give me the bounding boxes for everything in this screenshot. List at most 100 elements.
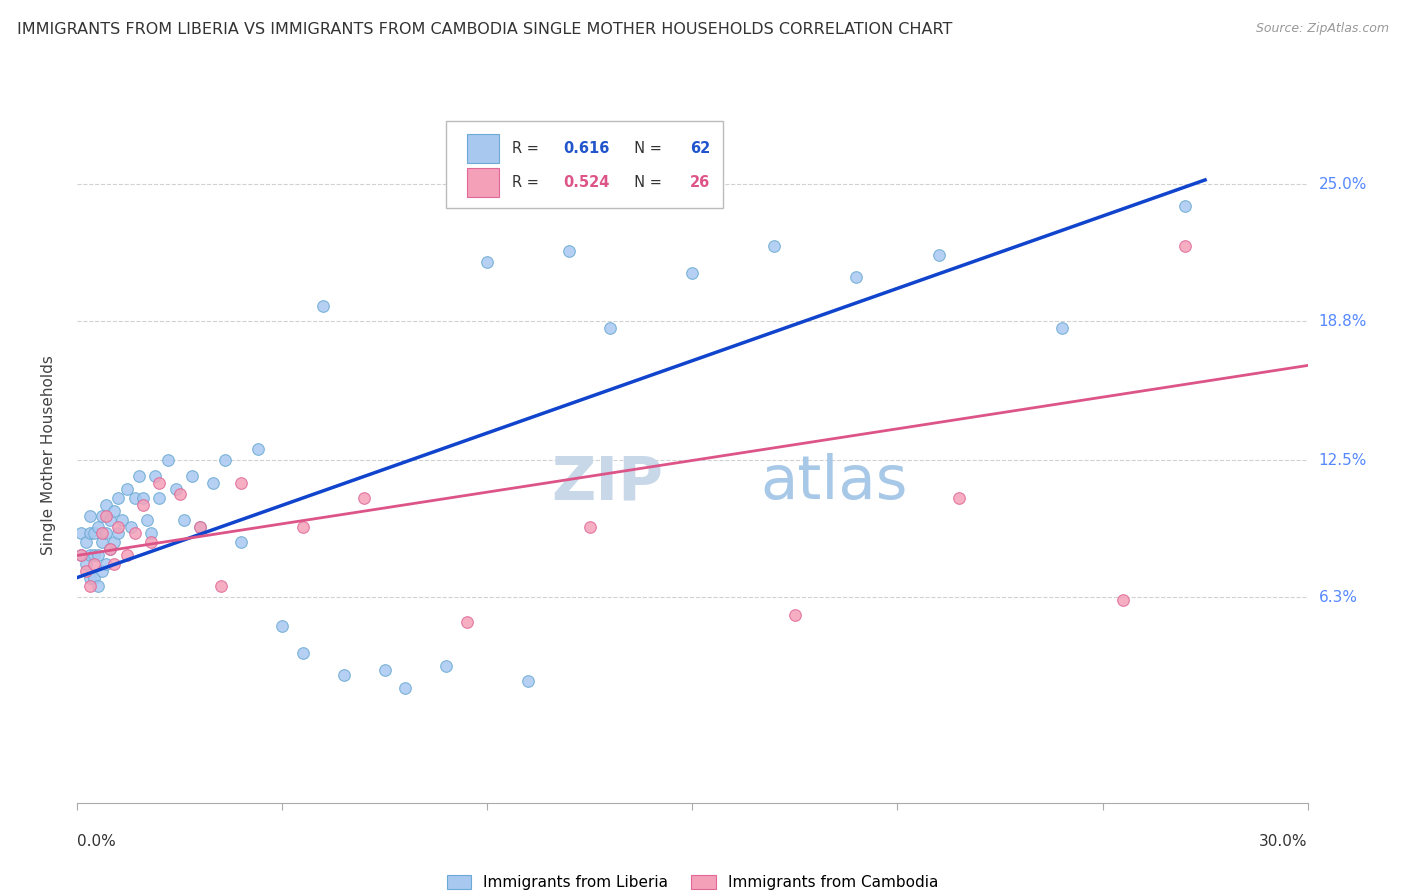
- Point: [107, 526, 129, 541]
- Point: [845, 270, 868, 285]
- Point: [115, 482, 138, 496]
- Point: [948, 491, 970, 505]
- Point: [928, 248, 950, 262]
- Point: [214, 453, 236, 467]
- Point: [333, 667, 356, 681]
- Point: [374, 663, 396, 677]
- Point: [79, 508, 101, 523]
- Point: [1174, 199, 1197, 213]
- Text: 0.616: 0.616: [564, 141, 610, 156]
- Point: [79, 579, 101, 593]
- Point: [83, 549, 105, 563]
- Point: [169, 486, 191, 500]
- Point: [394, 681, 416, 695]
- Point: [132, 498, 155, 512]
- Point: [107, 519, 129, 533]
- Point: [124, 526, 146, 541]
- Point: [87, 579, 110, 593]
- Point: [291, 519, 314, 533]
- Point: [1050, 321, 1073, 335]
- Point: [90, 526, 114, 541]
- Y-axis label: Single Mother Households: Single Mother Households: [42, 355, 56, 555]
- Point: [128, 469, 150, 483]
- Text: ZIP: ZIP: [551, 453, 664, 512]
- Bar: [467, 134, 499, 163]
- Point: [231, 535, 253, 549]
- Point: [83, 570, 105, 584]
- Point: [98, 541, 121, 556]
- Text: 6.3%: 6.3%: [1319, 590, 1358, 605]
- Point: [75, 535, 97, 549]
- Text: atlas: atlas: [761, 453, 908, 512]
- Text: N =: N =: [624, 176, 666, 190]
- Point: [79, 570, 101, 584]
- Point: [120, 519, 142, 533]
- Point: [558, 244, 581, 258]
- Point: [148, 491, 170, 505]
- Point: [579, 519, 602, 533]
- Point: [682, 266, 704, 280]
- Point: [1112, 592, 1135, 607]
- Point: [79, 549, 101, 563]
- Point: [136, 513, 159, 527]
- Point: [201, 475, 224, 490]
- Point: [173, 513, 195, 527]
- Point: [763, 239, 786, 253]
- Point: [98, 541, 121, 556]
- Point: [115, 549, 138, 563]
- Point: [181, 469, 204, 483]
- Text: R =: R =: [512, 141, 543, 156]
- Point: [599, 321, 621, 335]
- Point: [209, 579, 232, 593]
- Point: [83, 526, 105, 541]
- Point: [1174, 239, 1197, 253]
- Point: [90, 564, 114, 578]
- Point: [94, 498, 117, 512]
- Point: [103, 535, 125, 549]
- FancyBboxPatch shape: [447, 121, 723, 208]
- Point: [94, 508, 117, 523]
- Text: 30.0%: 30.0%: [1260, 834, 1308, 849]
- Text: 0.524: 0.524: [564, 176, 610, 190]
- Point: [94, 526, 117, 541]
- Point: [124, 491, 146, 505]
- Point: [436, 658, 458, 673]
- Text: IMMIGRANTS FROM LIBERIA VS IMMIGRANTS FROM CAMBODIA SINGLE MOTHER HOUSEHOLDS COR: IMMIGRANTS FROM LIBERIA VS IMMIGRANTS FR…: [17, 22, 952, 37]
- Text: Source: ZipAtlas.com: Source: ZipAtlas.com: [1256, 22, 1389, 36]
- Point: [132, 491, 155, 505]
- Point: [107, 491, 129, 505]
- Point: [103, 504, 125, 518]
- Point: [111, 513, 134, 527]
- Point: [148, 475, 170, 490]
- Point: [75, 558, 97, 572]
- Point: [98, 513, 121, 527]
- Text: 18.8%: 18.8%: [1319, 314, 1367, 329]
- Legend: Immigrants from Liberia, Immigrants from Cambodia: Immigrants from Liberia, Immigrants from…: [440, 869, 945, 892]
- Point: [103, 558, 125, 572]
- Point: [188, 519, 212, 533]
- Point: [312, 299, 335, 313]
- Point: [271, 619, 294, 633]
- Point: [291, 646, 314, 660]
- Point: [231, 475, 253, 490]
- Point: [83, 558, 105, 572]
- Point: [141, 535, 163, 549]
- Point: [165, 482, 187, 496]
- Point: [90, 535, 114, 549]
- Point: [783, 608, 806, 623]
- Point: [477, 254, 499, 268]
- Text: R =: R =: [512, 176, 543, 190]
- Point: [70, 549, 93, 563]
- Bar: [467, 169, 499, 197]
- Text: 12.5%: 12.5%: [1319, 453, 1367, 468]
- Point: [75, 564, 97, 578]
- Text: 25.0%: 25.0%: [1319, 177, 1367, 192]
- Text: 62: 62: [690, 141, 710, 156]
- Point: [87, 549, 110, 563]
- Point: [353, 491, 375, 505]
- Point: [143, 469, 166, 483]
- Point: [87, 519, 110, 533]
- Text: N =: N =: [624, 141, 666, 156]
- Point: [70, 526, 93, 541]
- Point: [156, 453, 179, 467]
